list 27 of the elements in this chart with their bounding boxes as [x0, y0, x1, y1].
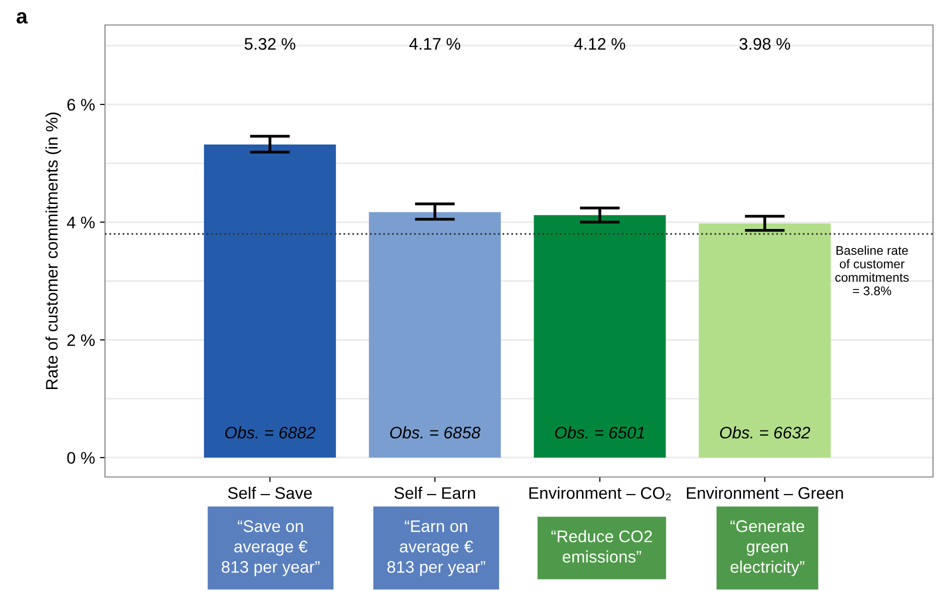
- text: “Save on average € 813 per year”: [222, 520, 320, 576]
- ref-line-label: Baseline rate of customer commitments = 3.8%: [835, 246, 909, 296]
- bar: [698, 223, 831, 458]
- y-tick-label: 0 %: [67, 452, 95, 464]
- bar: [204, 144, 336, 458]
- text: “Reduce CO2 emissions”: [551, 530, 652, 563]
- y-tick-label: 6 %: [67, 98, 95, 111]
- y-axis-title: Rate of customer commitments (in %): [45, 112, 61, 390]
- annotation: Obs. = 6858: [390, 426, 480, 439]
- annotation: 4.17 %: [409, 38, 460, 50]
- text: “Earn on average € 813 per year”: [387, 520, 486, 576]
- x-tick-label: Self – Save: [228, 486, 312, 499]
- chart-title: a: [16, 12, 28, 24]
- x-tick-label: Environment – CO₂: [529, 486, 671, 500]
- x-tick-label: Environment – Green: [686, 486, 843, 499]
- y-tick-label: 2 %: [67, 334, 95, 346]
- text: “Generate green electricity”: [730, 520, 804, 576]
- annotation: 4.12 %: [574, 38, 626, 50]
- annotation: Obs. = 6632: [720, 426, 810, 439]
- y-tick-label: 4 %: [66, 216, 95, 228]
- bar: [368, 212, 501, 458]
- annotation: Obs. = 6882: [225, 426, 316, 439]
- x-tick-label: Self – Earn: [394, 486, 476, 499]
- annotation: 3.98 %: [739, 38, 790, 50]
- annotation: Obs. = 6501: [555, 426, 644, 439]
- bar: [534, 215, 666, 458]
- annotation: 5.32 %: [244, 38, 296, 50]
